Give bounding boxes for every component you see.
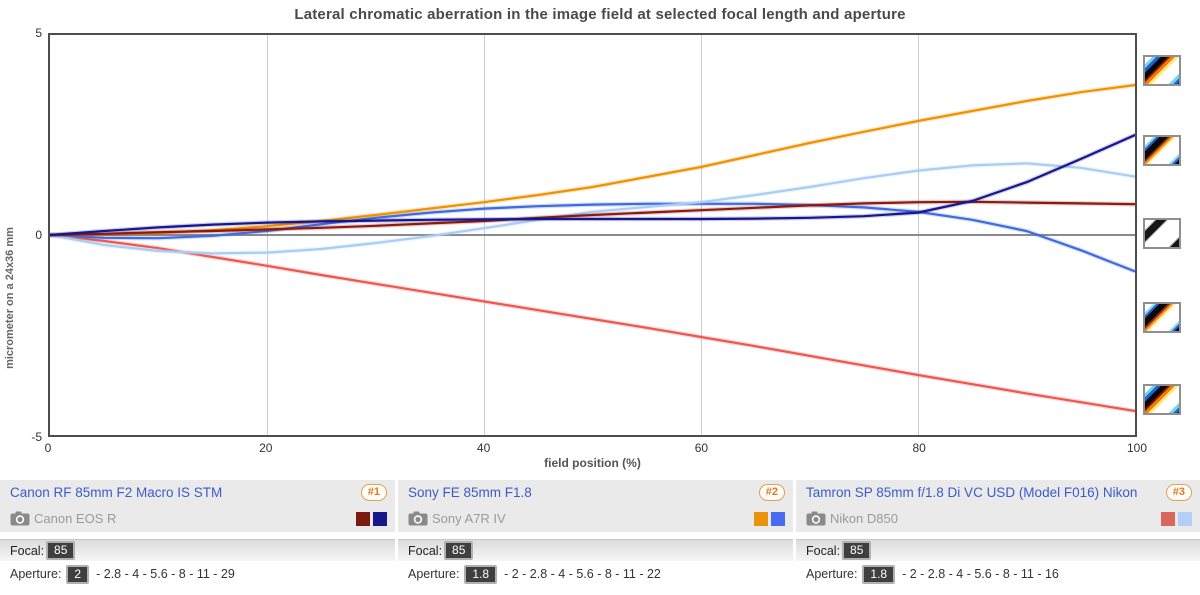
series-swatch-navy	[373, 511, 387, 526]
legend-column-tamron: Tamron SP 85mm f/1.8 Di VC USD (Model F0…	[796, 480, 1200, 587]
rank-badge[interactable]: #1	[360, 484, 387, 501]
series-swatch-darkred	[356, 511, 370, 526]
x-tick-60: 60	[694, 441, 709, 455]
lens-row: Sony FE 85mm F1.8 #2	[398, 480, 793, 505]
curve-sony-orange-markers	[50, 85, 1135, 235]
curve-tamron-red-markers	[50, 235, 1135, 411]
aperture-options[interactable]: - 2 - 2.8 - 4 - 5.6 - 8 - 11 - 16	[902, 567, 1059, 581]
x-tick-40: 40	[476, 441, 491, 455]
aperture-selected-badge[interactable]: 1.8	[464, 564, 498, 584]
lens-row: Tamron SP 85mm f/1.8 Di VC USD (Model F0…	[796, 480, 1200, 505]
camera-icon	[408, 511, 428, 526]
focal-value-badge[interactable]: 85	[842, 541, 872, 560]
aperture-selected-badge[interactable]: 1.8	[862, 564, 896, 584]
lens-row: Canon RF 85mm F2 Macro IS STM #1	[0, 480, 395, 505]
focal-value-badge[interactable]: 85	[46, 541, 76, 560]
aperture-options[interactable]: - 2.8 - 4 - 5.6 - 8 - 11 - 29	[96, 567, 235, 581]
x-axis-ticks: 0 20 40 60 80 100	[44, 441, 1147, 455]
x-axis-label: field position (%)	[544, 456, 641, 470]
y-tick-5: 5	[35, 26, 42, 40]
curve-sony-blue	[50, 204, 1135, 272]
focal-row: Focal: 85	[0, 539, 395, 561]
x-tick-0: 0	[44, 441, 52, 455]
legend-spacer	[796, 532, 1200, 539]
series-swatch-orange	[754, 511, 768, 526]
aperture-label: Aperture:	[408, 567, 460, 581]
ca-preview-minus4-icon	[1143, 384, 1181, 415]
ca-preview-minus2-icon	[1143, 302, 1181, 333]
ca-preview-plus2-icon	[1143, 135, 1181, 166]
aberration-curves	[50, 35, 1135, 435]
aperture-options[interactable]: - 2 - 2.8 - 4 - 5.6 - 8 - 11 - 22	[504, 567, 661, 581]
aperture-row: Aperture: 1.8 - 2 - 2.8 - 4 - 5.6 - 8 - …	[796, 561, 1200, 587]
y-axis-label: micrometer on a 24x36 mm	[4, 226, 16, 369]
x-tick-100: 100	[1126, 441, 1148, 455]
aperture-selected-badge[interactable]: 2	[66, 564, 90, 584]
legend-column-sony: Sony FE 85mm F1.8 #2 Sony A7R IV Focal: …	[398, 480, 793, 587]
y-tick-0: 0	[35, 228, 42, 242]
ca-preview-zero-icon	[1143, 218, 1181, 249]
camera-row: Canon EOS R	[0, 505, 395, 532]
legend-column-canon: Canon RF 85mm F2 Macro IS STM #1 Canon E…	[0, 480, 395, 587]
plot-area	[48, 33, 1137, 437]
focal-row: Focal: 85	[796, 539, 1200, 561]
focal-value-badge[interactable]: 85	[444, 541, 474, 560]
rank-badge[interactable]: #2	[758, 484, 785, 501]
camera-row: Sony A7R IV	[398, 505, 793, 532]
zero-line	[50, 234, 1135, 236]
curve-canon-darkred-markers	[50, 202, 1135, 235]
focal-label: Focal:	[10, 543, 45, 558]
aperture-label: Aperture:	[10, 567, 62, 581]
camera-icon	[806, 511, 826, 526]
curve-tamron-lightblue-markers	[50, 163, 1135, 253]
aperture-row: Aperture: 1.8 - 2 - 2.8 - 4 - 5.6 - 8 - …	[398, 561, 793, 587]
focal-label: Focal:	[408, 543, 443, 558]
ca-preview-plus4-icon	[1143, 55, 1181, 86]
curve-canon-navy	[50, 135, 1135, 235]
lens-name-link[interactable]: Sony FE 85mm F1.8	[408, 485, 532, 500]
chart-title: Lateral chromatic aberration in the imag…	[294, 6, 906, 23]
y-tick-neg5: -5	[31, 430, 42, 444]
camera-row: Nikon D850	[796, 505, 1200, 532]
lens-legend: Canon RF 85mm F2 Macro IS STM #1 Canon E…	[0, 480, 1200, 587]
series-swatch-blue	[771, 511, 785, 526]
x-tick-80: 80	[912, 441, 926, 455]
camera-name: Sony A7R IV	[432, 511, 506, 526]
series-swatch-lightblue	[1178, 511, 1192, 526]
x-tick-20: 20	[259, 441, 273, 455]
camera-name: Canon EOS R	[34, 511, 117, 526]
aperture-label: Aperture:	[806, 567, 858, 581]
rank-badge[interactable]: #3	[1165, 484, 1192, 501]
series-swatch-salmon	[1161, 511, 1175, 526]
curve-tamron-lightblue	[50, 163, 1135, 253]
aperture-row: Aperture: 2 - 2.8 - 4 - 5.6 - 8 - 11 - 2…	[0, 561, 395, 587]
legend-spacer	[0, 532, 395, 539]
focal-row: Focal: 85	[398, 539, 793, 561]
camera-name: Nikon D850	[830, 511, 898, 526]
lens-name-link[interactable]: Canon RF 85mm F2 Macro IS STM	[10, 485, 223, 500]
focal-label: Focal:	[806, 543, 841, 558]
legend-spacer	[398, 532, 793, 539]
lens-name-link[interactable]: Tamron SP 85mm f/1.8 Di VC USD (Model F0…	[806, 485, 1138, 500]
camera-icon	[10, 511, 30, 526]
